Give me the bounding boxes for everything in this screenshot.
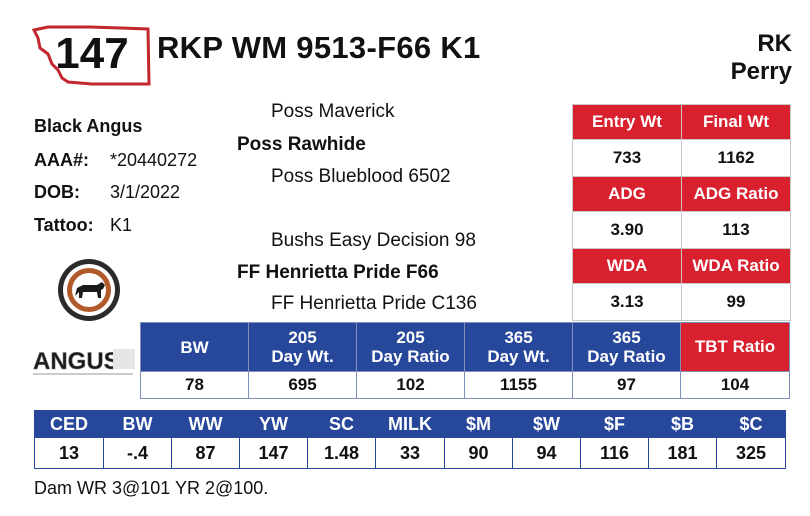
epd-value: 325 (716, 437, 786, 469)
tbt-ratio-value: 104 (680, 371, 790, 399)
epd-table: CED BW WW YW SC MILK $M $W $F $B $C 13 -… (34, 410, 786, 469)
weights-header: 365 Day Wt. (464, 322, 573, 372)
adg-ratio-value: 113 (681, 211, 791, 249)
weights-value: 78 (140, 371, 249, 399)
dam-dam: FF Henrietta Pride C136 (271, 293, 477, 314)
dam-sire: Bushs Easy Decision 98 (271, 230, 476, 251)
wda-ratio-value: 99 (681, 283, 791, 321)
epd-header: $B (648, 410, 717, 438)
weights-header: BW (140, 322, 249, 372)
epd-value: 33 (375, 437, 445, 469)
animal-name: RKP WM 9513-F66 K1 (157, 30, 481, 65)
dob-label: DOB: (34, 182, 80, 202)
montana-state-outline-icon (31, 25, 151, 86)
performance-table: Entry Wt Final Wt 733 1162 ADG ADG Ratio… (572, 104, 791, 321)
final-wt-header: Final Wt (681, 104, 791, 140)
weights-value: 97 (572, 371, 681, 399)
epd-header: CED (34, 410, 104, 438)
epd-header: $F (580, 410, 649, 438)
epd-value: 13 (34, 437, 104, 469)
angus-logo-text: ANGUS (33, 348, 120, 375)
sire-dam: Poss Blueblood 6502 (271, 166, 451, 187)
breed: Black Angus (34, 116, 143, 136)
weights-value: 1155 (464, 371, 573, 399)
weights-table: BW 205 Day Wt. 205 Day Ratio 365 Day Wt. 36… (140, 322, 790, 399)
epd-header: MILK (375, 410, 445, 438)
weights-value: 695 (248, 371, 357, 399)
epd-header: SC (307, 410, 376, 438)
epd-value: 147 (239, 437, 308, 469)
consignor-line1: RK (757, 30, 792, 57)
sire: Poss Rawhide (237, 134, 366, 155)
tattoo-value: K1 (110, 215, 133, 235)
epd-value: 90 (444, 437, 513, 469)
weights-header: 205 Day Ratio (356, 322, 465, 372)
adg-ratio-header: ADG Ratio (681, 176, 791, 212)
wda-value: 3.13 (572, 283, 682, 321)
registration-value: *20440272 (110, 150, 198, 170)
epd-header: $M (444, 410, 513, 438)
weights-value: 102 (356, 371, 465, 399)
tbt-ratio-header: TBT Ratio (680, 322, 790, 372)
epd-value: 116 (580, 437, 649, 469)
adg-value: 3.90 (572, 211, 682, 249)
dob-value: 3/1/2022 (110, 182, 181, 202)
epd-value: -.4 (103, 437, 172, 469)
consignor-line2: Perry (730, 58, 792, 85)
epd-header: YW (239, 410, 308, 438)
sire-sire: Poss Maverick (271, 101, 395, 122)
wda-ratio-header: WDA Ratio (681, 248, 791, 284)
consignor: RK Perry (731, 30, 792, 86)
weights-header: 205 Day Wt. (248, 322, 357, 372)
registration-label: AAA#: (34, 150, 90, 170)
epd-header: $W (512, 410, 581, 438)
epd-header: BW (103, 410, 172, 438)
entry-wt-value: 733 (572, 139, 682, 177)
epd-header: WW (171, 410, 240, 438)
adg-header: ADG (572, 176, 682, 212)
epd-value: 94 (512, 437, 581, 469)
lot-number: 147 (55, 29, 129, 78)
angus-logo-icon: ANGUS (33, 348, 135, 375)
weights-header: 365 Day Ratio (572, 322, 681, 372)
association-seal-icon (58, 259, 120, 321)
dam-record-note: Dam WR 3@101 YR 2@100. (34, 478, 269, 498)
tattoo-label: Tattoo: (34, 215, 94, 235)
epd-value: 87 (171, 437, 240, 469)
epd-header: $C (716, 410, 786, 438)
epd-value: 181 (648, 437, 717, 469)
dam: FF Henrietta Pride F66 (237, 262, 439, 283)
final-wt-value: 1162 (681, 139, 791, 177)
wda-header: WDA (572, 248, 682, 284)
epd-value: 1.48 (307, 437, 376, 469)
entry-wt-header: Entry Wt (572, 104, 682, 140)
